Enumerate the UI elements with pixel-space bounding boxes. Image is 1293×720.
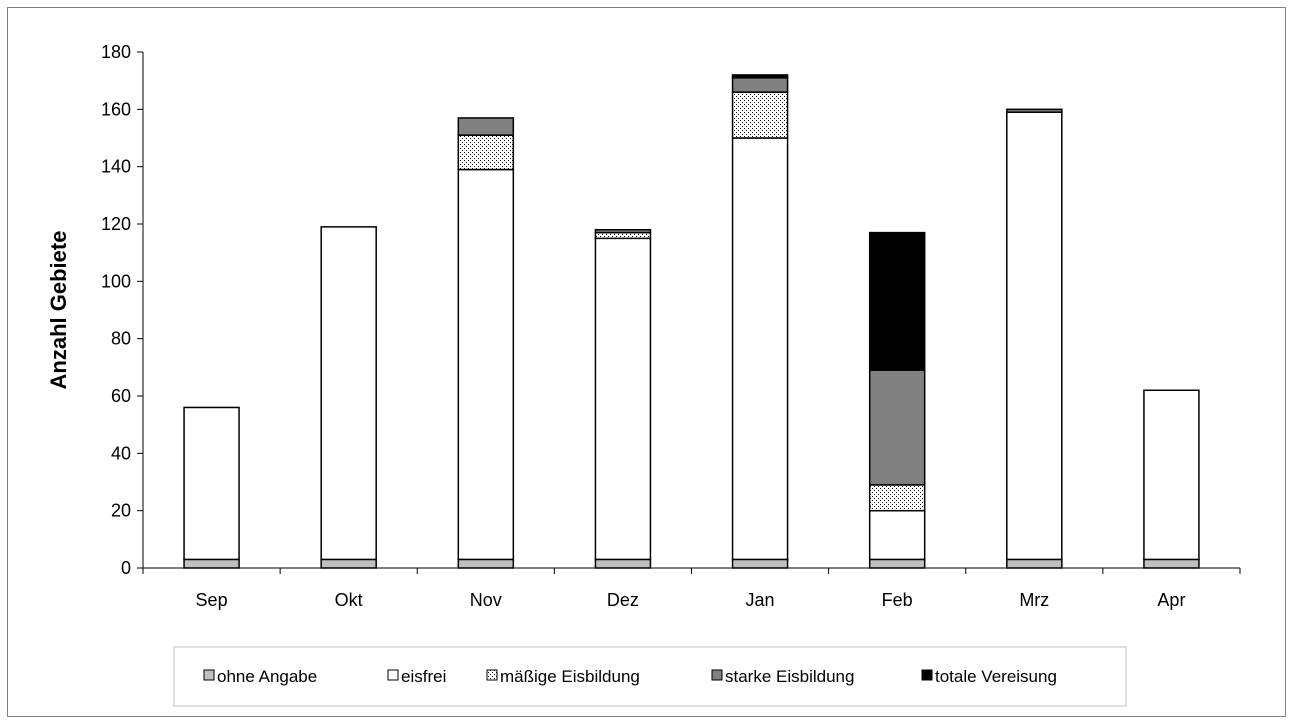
legend-label: ohne Angabe — [217, 667, 317, 686]
x-tick-label: Nov — [470, 590, 502, 610]
bar-segment — [731, 137, 789, 561]
x-tick-label: Mrz — [1019, 590, 1049, 610]
y-tick-label: 60 — [111, 386, 131, 406]
y-tick-label: 160 — [101, 99, 131, 119]
x-tick-label: Okt — [335, 590, 363, 610]
y-tick-label: 100 — [101, 271, 131, 291]
legend-swatch — [387, 669, 399, 681]
bar-segment — [1006, 558, 1063, 569]
legend-label: eisfrei — [401, 667, 446, 686]
bar-segment — [1006, 111, 1063, 561]
legend-label: mäßige Eisbildung — [500, 667, 640, 686]
bar-segment — [320, 226, 377, 561]
y-axis-label: Anzahl Gebiete — [46, 231, 71, 390]
y-tick-label: 0 — [121, 558, 131, 578]
legend-swatch — [203, 669, 215, 681]
bar-segment — [868, 231, 926, 371]
bar-segment — [183, 406, 240, 561]
x-tick-label: Sep — [196, 590, 228, 610]
legend-label: starke Eisbildung — [725, 667, 854, 686]
y-axis: 0 20 40 60 80 100 120 140 160 180 — [101, 42, 144, 578]
bar-segment — [868, 509, 926, 561]
x-tick-label: Jan — [746, 590, 775, 610]
bar-segment — [868, 484, 926, 512]
bar-segment — [1143, 558, 1200, 569]
bar-segment — [868, 558, 926, 569]
legend-swatch — [921, 669, 933, 681]
bar-segment — [594, 558, 652, 569]
bar-segment — [457, 168, 515, 561]
x-tick-label: Dez — [607, 590, 639, 610]
bar-segment — [731, 77, 789, 93]
bar-segment — [1143, 389, 1200, 561]
bar-segment — [1006, 108, 1063, 113]
bar-segment — [594, 231, 652, 240]
legend: ohne Angabe eisfrei mäßige Eisbildung stark… — [173, 646, 1127, 707]
bar-segment — [457, 558, 515, 569]
bar-segment — [457, 134, 515, 171]
bar-segment — [457, 117, 515, 136]
y-tick-label: 20 — [111, 501, 131, 521]
y-tick-label: 80 — [111, 329, 131, 349]
x-tick-label: Feb — [882, 590, 913, 610]
bar-segment — [594, 237, 652, 561]
bar-segment — [731, 74, 789, 79]
bar-segment — [731, 558, 789, 569]
bar-segment — [183, 558, 240, 569]
y-tick-label: 40 — [111, 443, 131, 463]
bar-segment — [320, 558, 377, 569]
x-tick-label: Apr — [1157, 590, 1185, 610]
bars — [183, 74, 1200, 569]
bar-segment — [731, 91, 789, 139]
y-tick-label: 180 — [101, 42, 131, 62]
legend-swatch — [711, 669, 723, 681]
legend-label: totale Vereisung — [935, 667, 1057, 686]
x-axis: Sep Okt Nov Dez Jan Feb Mrz Apr — [142, 567, 1241, 610]
bar-segment — [868, 369, 926, 486]
y-tick-label: 120 — [101, 214, 131, 234]
legend-box — [173, 646, 1127, 707]
y-tick-label: 140 — [101, 157, 131, 177]
legend-swatch — [486, 669, 498, 681]
bar-segment — [594, 228, 652, 234]
